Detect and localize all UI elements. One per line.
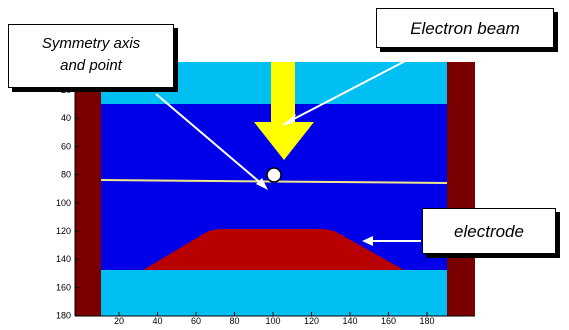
x-tick-label: 80 bbox=[229, 316, 239, 325]
symmetry-callout-arrow bbox=[155, 93, 264, 186]
symmetry-point-circle-marker-icon bbox=[266, 167, 282, 183]
electrode-label: electrode bbox=[454, 222, 524, 241]
x-tick-label: 140 bbox=[342, 316, 357, 325]
y-tick-label: 180 bbox=[56, 311, 71, 321]
electrode-callout: electrode bbox=[422, 208, 556, 254]
callout-arrows bbox=[155, 45, 435, 246]
x-tick-label: 180 bbox=[419, 316, 434, 325]
x-tick-label: 120 bbox=[304, 316, 319, 325]
x-tick-label: 40 bbox=[152, 316, 162, 325]
electron-beam-callout: Electron beam bbox=[376, 8, 554, 48]
electron-beam-label: Electron beam bbox=[410, 19, 520, 38]
beam-arrow-down-icon bbox=[254, 62, 314, 160]
symmetry-callout-arrowhead bbox=[256, 178, 268, 190]
y-tick-label: 120 bbox=[56, 226, 71, 236]
x-tick-label: 160 bbox=[381, 316, 396, 325]
x-tick-label: 60 bbox=[191, 316, 201, 325]
electrode-callout-arrowhead bbox=[362, 236, 373, 246]
electrode-shape bbox=[143, 229, 404, 270]
x-tick-label: 20 bbox=[114, 316, 124, 325]
y-tick-label: 100 bbox=[56, 198, 71, 208]
y-tick-label: 80 bbox=[61, 170, 71, 180]
x-axis-ticks: 20 40 60 80 100 120 140 160 180 bbox=[114, 312, 435, 326]
y-axis-ticks: 20 40 60 80 100 120 140 160 180 bbox=[56, 85, 79, 321]
y-tick-label: 160 bbox=[56, 282, 71, 292]
y-tick-label: 140 bbox=[56, 254, 71, 264]
symmetry-callout: Symmetry axis and point bbox=[8, 24, 174, 88]
y-tick-label: 60 bbox=[61, 141, 71, 151]
axes: 20 40 60 80 100 120 140 160 180 20 40 60 80 100 120 14… bbox=[56, 62, 475, 326]
symmetry-label-line2: and point bbox=[60, 57, 122, 74]
x-tick-label: 100 bbox=[265, 316, 280, 325]
symmetry-label-line1: Symmetry axis bbox=[41, 35, 141, 52]
beam-callout-arrowhead bbox=[281, 114, 296, 126]
plot-area bbox=[75, 62, 475, 316]
beam-callout-arrow bbox=[287, 45, 435, 123]
y-tick-label: 40 bbox=[61, 113, 71, 123]
y-tick-label: 20 bbox=[61, 85, 71, 95]
